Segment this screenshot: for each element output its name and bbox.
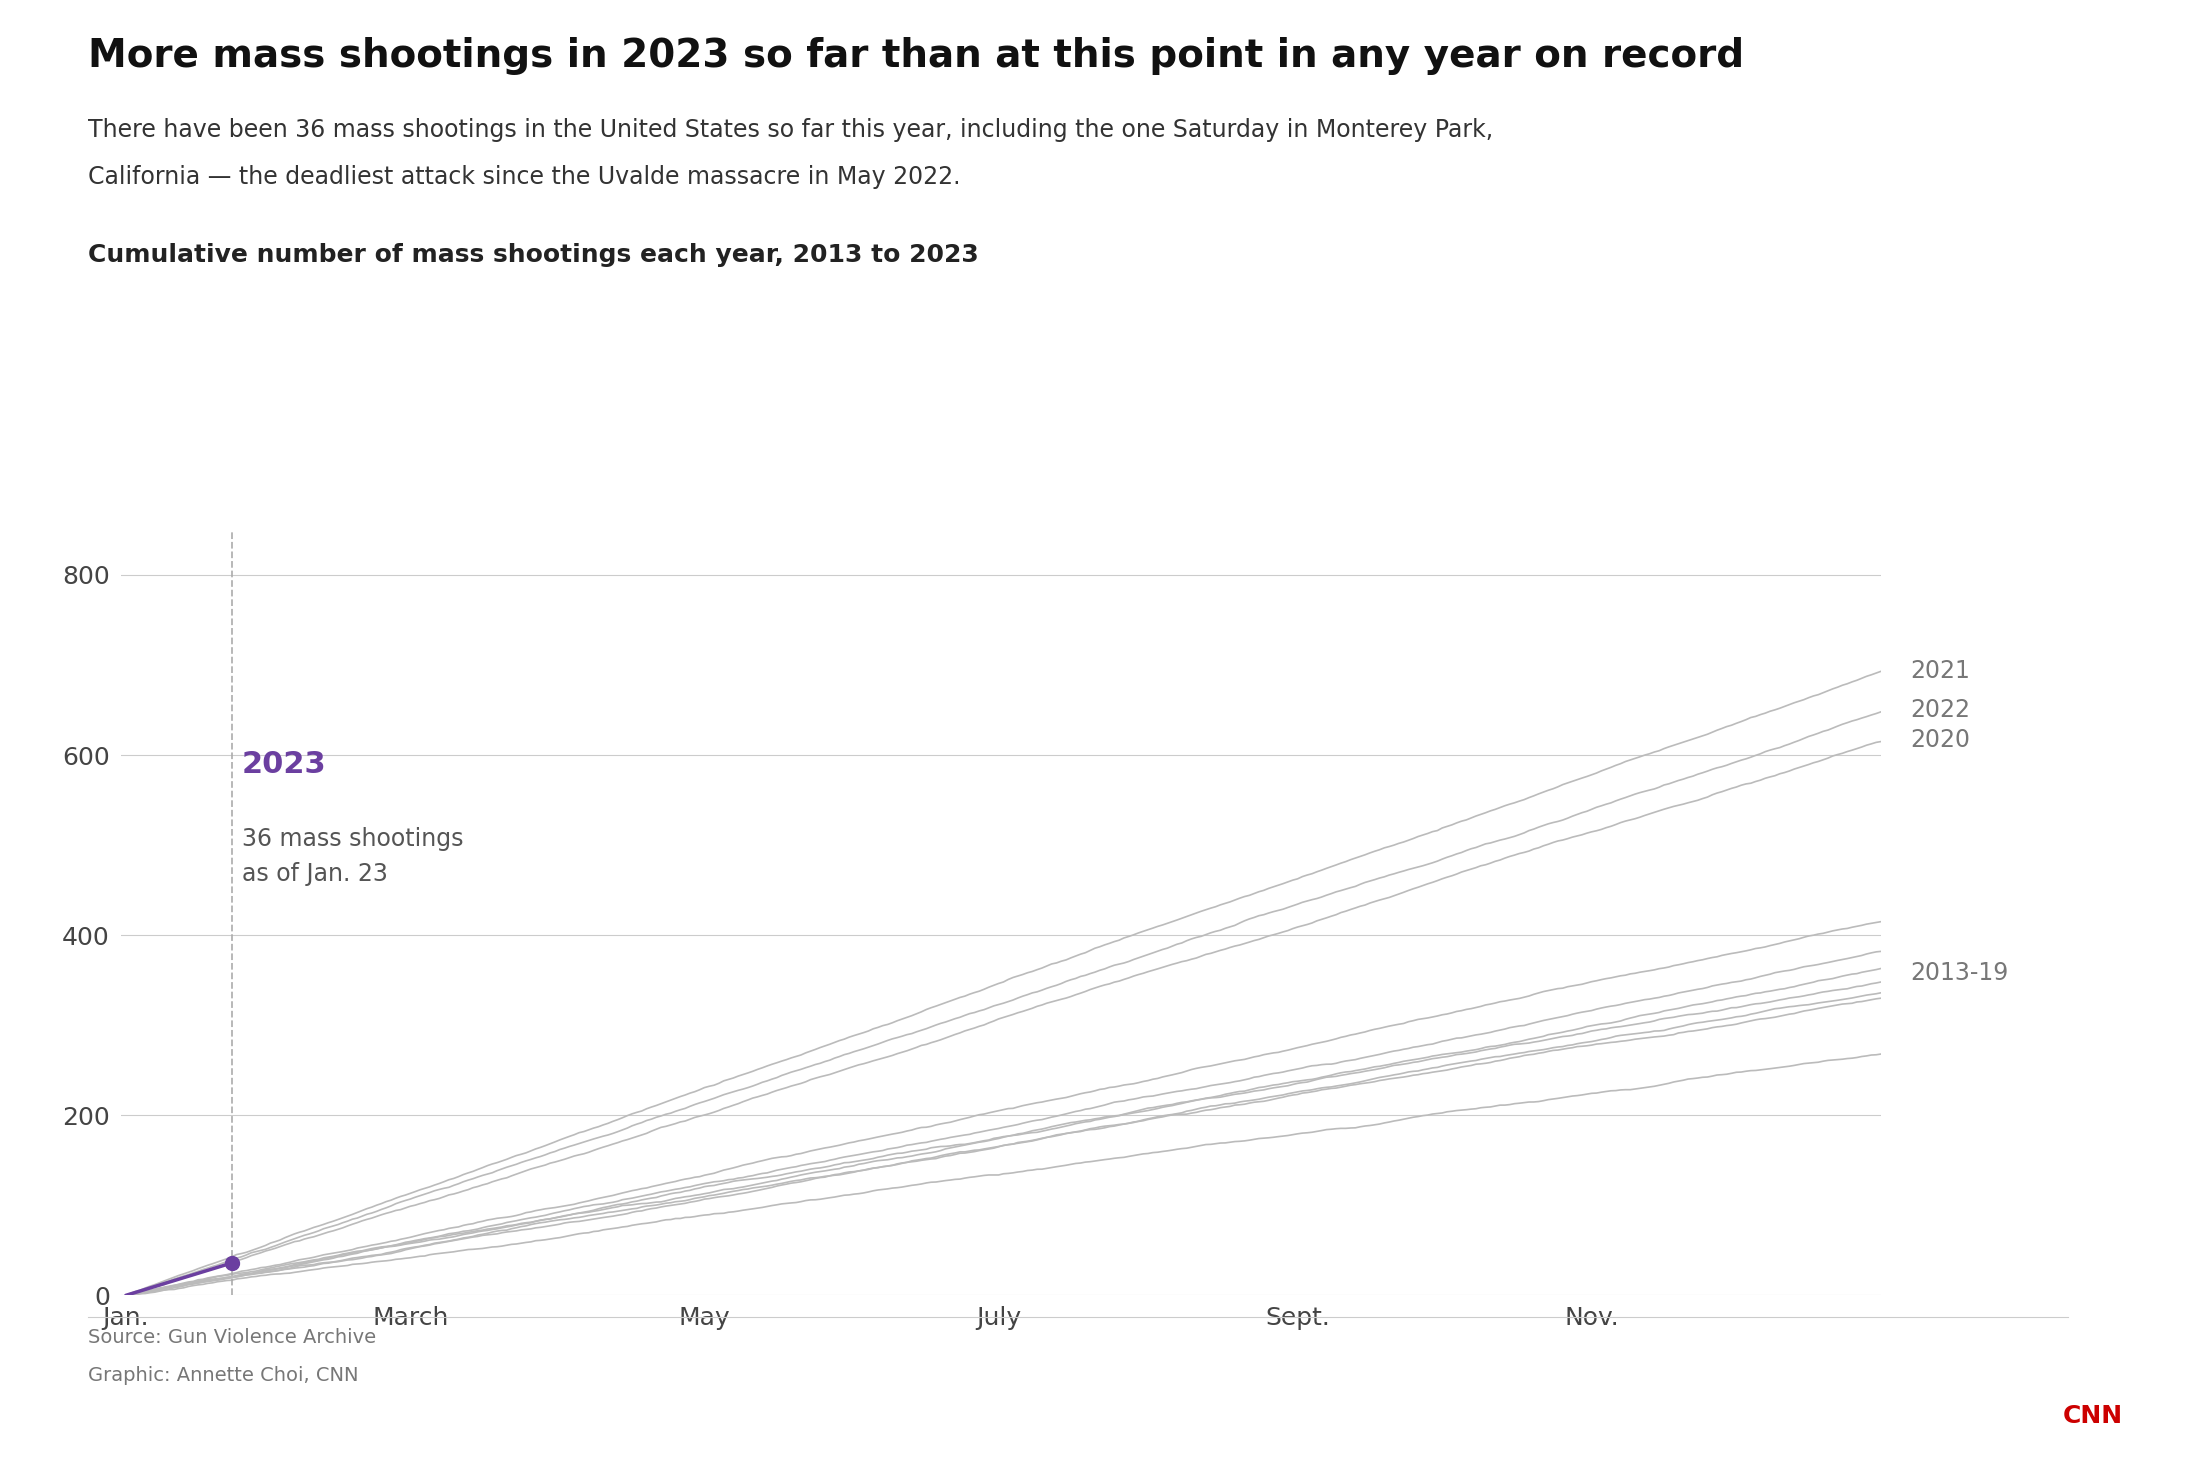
Text: 2021: 2021 xyxy=(1910,659,1969,683)
Text: CNN: CNN xyxy=(2064,1404,2123,1428)
Text: Graphic: Annette Choi, CNN: Graphic: Annette Choi, CNN xyxy=(88,1366,359,1385)
Text: California — the deadliest attack since the Uvalde massacre in May 2022.: California — the deadliest attack since … xyxy=(88,165,961,188)
Text: 36 mass shootings
as of Jan. 23: 36 mass shootings as of Jan. 23 xyxy=(242,827,462,886)
Text: 2022: 2022 xyxy=(1910,698,1969,723)
Text: Source: Gun Violence Archive: Source: Gun Violence Archive xyxy=(88,1328,376,1347)
Text: More mass shootings in 2023 so far than at this point in any year on record: More mass shootings in 2023 so far than … xyxy=(88,37,1745,75)
Text: Cumulative number of mass shootings each year, 2013 to 2023: Cumulative number of mass shootings each… xyxy=(88,243,979,266)
Text: 2020: 2020 xyxy=(1910,727,1969,752)
Text: 2023: 2023 xyxy=(242,749,326,779)
Text: 2013-19: 2013-19 xyxy=(1910,961,2009,985)
Text: There have been 36 mass shootings in the United States so far this year, includi: There have been 36 mass shootings in the… xyxy=(88,118,1494,141)
Point xyxy=(213,1251,249,1275)
